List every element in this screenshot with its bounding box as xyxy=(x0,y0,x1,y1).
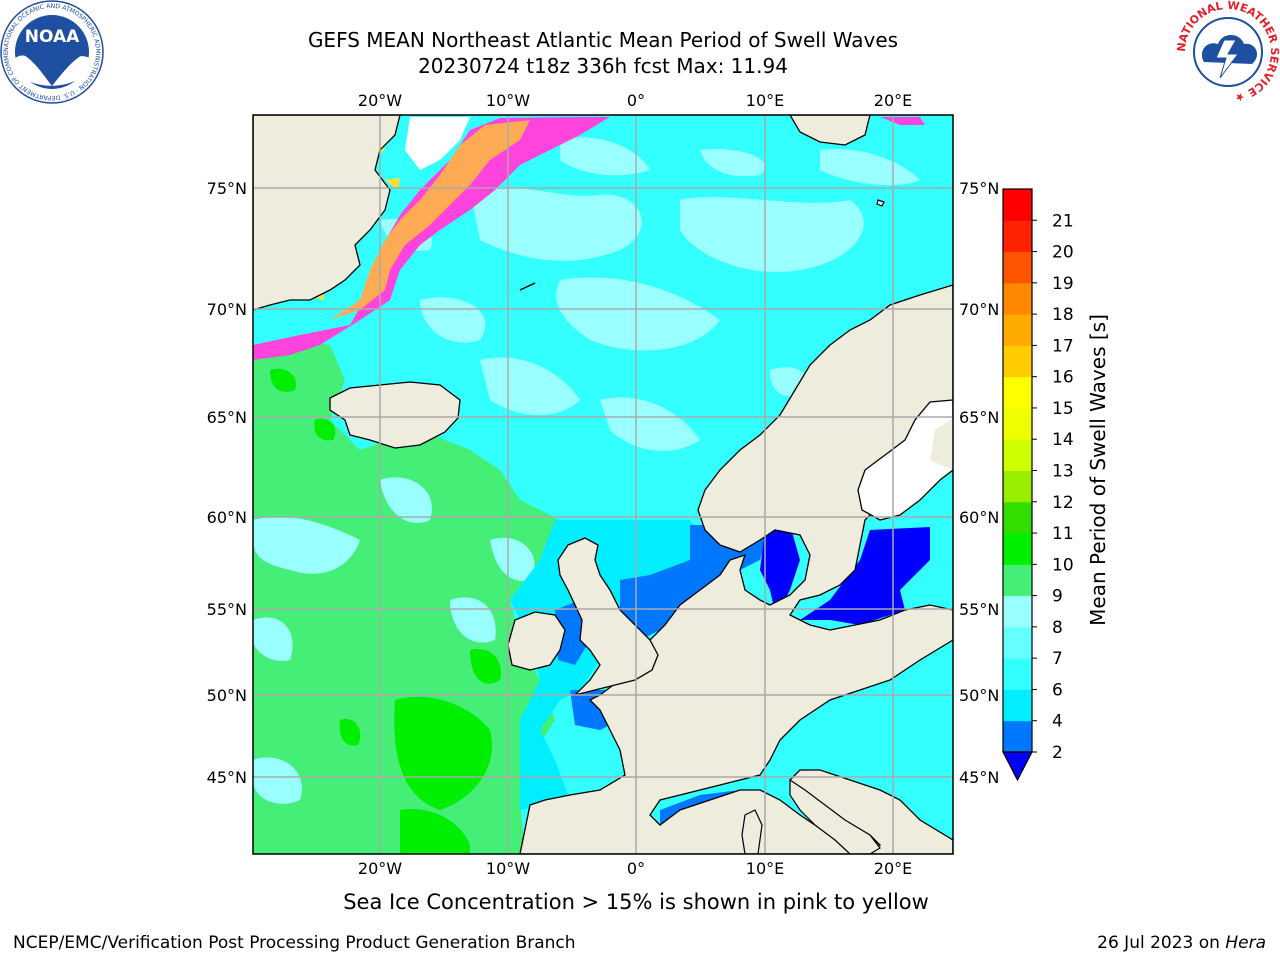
footer-date-text: 26 Jul 2023 on xyxy=(1097,933,1226,953)
lon-tick-bottom: 20°E xyxy=(874,859,912,878)
land-jan-mayen xyxy=(519,282,536,291)
colorbar: 2 4 6 7 8 9 10 11 12 13 14 15 16 17 18 19 20 21 xyxy=(1002,188,1074,782)
colorbar-segment xyxy=(1003,189,1032,221)
lat-tick-right: 70°N xyxy=(959,300,999,319)
bright-green-patches xyxy=(270,368,501,854)
lon-tick-bottom: 20°W xyxy=(358,859,402,878)
colorbar-segment xyxy=(1003,220,1032,253)
colorbar-segment xyxy=(1003,470,1032,503)
colorbar-tick-label: 2 xyxy=(1052,743,1063,763)
lon-tick-top: 0° xyxy=(627,91,645,110)
lat-tick-left: 75°N xyxy=(207,179,247,198)
colorbar-segment xyxy=(1003,407,1032,440)
footer-date: 26 Jul 2023 on Hera xyxy=(1097,933,1266,953)
colorbar-tick-label: 20 xyxy=(1052,243,1074,263)
land-bear-island xyxy=(876,199,885,207)
colorbar-tick-label: 15 xyxy=(1052,399,1074,419)
colorbar-tick-label: 21 xyxy=(1052,211,1074,231)
land-italy xyxy=(789,778,881,854)
colorbar-segment xyxy=(1003,282,1032,315)
colorbar-tick-label: 12 xyxy=(1052,493,1074,513)
land-corsica-sardinia xyxy=(741,809,763,854)
colorbar-tick-label: 13 xyxy=(1052,462,1074,482)
colorbar-tick-label: 16 xyxy=(1052,368,1074,388)
chart-title: GEFS MEAN Northeast Atlantic Mean Period… xyxy=(307,28,899,52)
land-ireland xyxy=(507,611,566,671)
land-greenland xyxy=(253,115,401,311)
colorbar-tick-label: 4 xyxy=(1052,712,1063,732)
footer-host: Hera xyxy=(1225,933,1266,953)
colorbar-tick-label: 14 xyxy=(1052,430,1074,450)
colorbar-extend-arrow xyxy=(1002,751,1033,782)
lon-tick-top: 20°W xyxy=(358,91,402,110)
colorbar-tick-label: 19 xyxy=(1052,274,1074,294)
land-great-britain xyxy=(557,537,659,697)
map-frame xyxy=(252,114,954,855)
lon-tick-top: 10°W xyxy=(486,91,530,110)
colorbar-tick-label: 7 xyxy=(1052,649,1063,669)
lat-tick-right: 65°N xyxy=(959,408,999,427)
finnish-land xyxy=(930,418,953,470)
colorbar-tick-label: 18 xyxy=(1052,305,1074,325)
colorbar-segment xyxy=(1003,626,1032,659)
colorbar-segment xyxy=(1003,314,1032,346)
lat-tick-left: 45°N xyxy=(207,768,247,787)
colorbar-segment xyxy=(1003,439,1032,471)
lat-tick-left: 60°N xyxy=(207,508,247,527)
lat-tick-left: 65°N xyxy=(207,408,247,427)
lon-tick-bottom: 0° xyxy=(627,859,645,878)
footer-credit: NCEP/EMC/Verification Post Processing Pr… xyxy=(13,933,576,953)
colorbar-segment xyxy=(1003,533,1032,565)
lon-tick-top: 10°E xyxy=(746,91,784,110)
sea-ice-caption: Sea Ice Concentration > 15% is shown in … xyxy=(343,890,929,914)
colorbar-label: Mean Period of Swell Waves [s] xyxy=(1086,314,1110,626)
colorbar-segment xyxy=(1003,658,1032,690)
lat-tick-right: 75°N xyxy=(959,179,999,198)
land-iceland xyxy=(329,381,461,449)
lat-tick-right: 60°N xyxy=(959,508,999,527)
map-area xyxy=(253,115,953,854)
lon-tick-bottom: 10°E xyxy=(746,859,784,878)
colorbar-tick-label: 9 xyxy=(1052,587,1063,607)
baltic-deep-blue xyxy=(760,525,930,625)
colorbar-tick-label: 6 xyxy=(1052,680,1063,700)
lon-tick-bottom: 10°W xyxy=(486,859,530,878)
gulf-of-bothnia xyxy=(857,399,953,521)
colorbar-segment xyxy=(1003,345,1032,378)
lon-tick-top: 20°E xyxy=(874,91,912,110)
bottom-lon-labels: 20°W 10°W 0° 10°E 20°E xyxy=(358,859,912,878)
colorbar-segment xyxy=(1003,564,1032,597)
colorbar-tick-label: 10 xyxy=(1052,555,1074,575)
land-svalbard xyxy=(789,115,871,146)
colorbar-segment xyxy=(1003,720,1032,753)
colorbar-segment xyxy=(1003,376,1032,409)
left-lat-labels: 75°N 70°N 65°N 60°N 55°N 50°N 45°N xyxy=(207,179,247,787)
colorbar-tick-label: 8 xyxy=(1052,618,1063,638)
shelf-blue xyxy=(620,525,770,640)
noaa-logo-text: NOAA xyxy=(25,27,80,47)
lat-tick-left: 55°N xyxy=(207,600,247,619)
colorbar-tick-label: 17 xyxy=(1052,336,1074,356)
top-lon-labels: 20°W 10°W 0° 10°E 20°E xyxy=(358,91,912,110)
colorbar-tick-label: 11 xyxy=(1052,524,1074,544)
nws-logo: NATIONAL WEATHER SERVICE ★ xyxy=(1176,0,1280,104)
noaa-logo: NATIONAL OCEANIC AND ATMOSPHERIC ADMINIS… xyxy=(0,0,104,104)
lat-tick-right: 45°N xyxy=(959,768,999,787)
lat-tick-right: 55°N xyxy=(959,600,999,619)
right-lat-labels: 75°N 70°N 65°N 60°N 55°N 50°N 45°N xyxy=(959,179,999,787)
colorbar-segment xyxy=(1003,595,1032,628)
chart-subtitle: 20230724 t18z 336h fcst Max: 11.94 xyxy=(418,54,788,78)
colorbar-segment xyxy=(1003,689,1032,722)
gridlines xyxy=(253,115,953,854)
lat-tick-right: 50°N xyxy=(959,686,999,705)
colorbar-segment xyxy=(1003,251,1032,284)
lat-tick-left: 70°N xyxy=(207,300,247,319)
lat-tick-left: 50°N xyxy=(207,686,247,705)
colorbar-segment xyxy=(1003,501,1032,534)
